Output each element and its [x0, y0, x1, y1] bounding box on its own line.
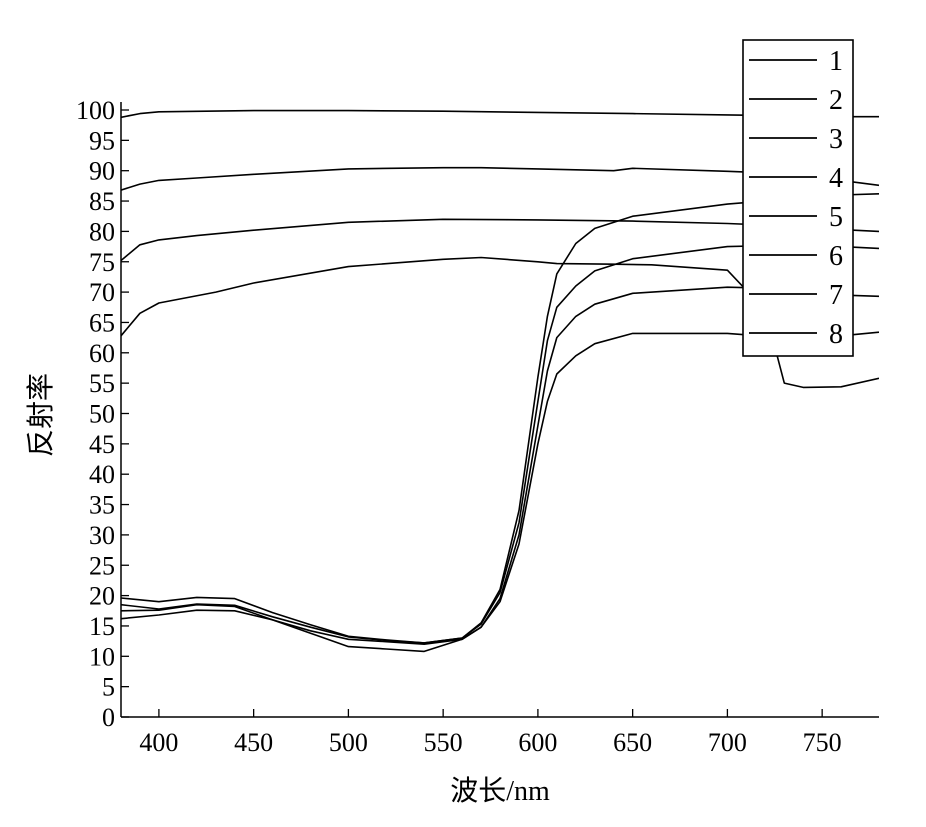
y-tick-label: 25: [89, 551, 115, 580]
x-tick-label: 450: [234, 728, 273, 757]
y-tick-label: 75: [89, 248, 115, 277]
y-tick-label: 5: [102, 673, 115, 702]
y-tick-label: 95: [89, 126, 115, 155]
y-tick-label: 40: [89, 460, 115, 489]
x-tick-label: 750: [803, 728, 842, 757]
y-tick-label: 45: [89, 430, 115, 459]
series-line-4: [121, 256, 879, 389]
series-line-5: [121, 193, 879, 644]
x-tick-label: 550: [424, 728, 463, 757]
y-tick-label: 65: [89, 308, 115, 337]
legend-label-8: 8: [829, 319, 843, 350]
y-tick-label: 80: [89, 217, 115, 246]
legend-label-6: 6: [829, 241, 843, 272]
y-tick-label: 100: [76, 96, 115, 125]
series-line-8: [121, 331, 879, 653]
y-tick-label: 90: [89, 157, 115, 186]
y-axis-title: 反射率: [25, 373, 57, 457]
y-tick-label: 20: [89, 582, 115, 611]
legend-label-4: 4: [829, 163, 843, 194]
axes-layer: [120, 102, 879, 718]
x-axis-title: 波长/nm: [450, 775, 550, 807]
x-tick-label: 400: [139, 728, 178, 757]
legend-label-1: 1: [829, 46, 843, 77]
x-tick-label: 600: [518, 728, 557, 757]
y-tick-label: 0: [102, 703, 115, 732]
legend-label-3: 3: [829, 124, 843, 155]
legend: 1 2 3 4 5 6 7 8: [742, 39, 854, 357]
legend-label-2: 2: [829, 85, 843, 116]
y-tick-label: 15: [89, 612, 115, 641]
series-layer: [121, 109, 879, 653]
y-tick-label: 55: [89, 369, 115, 398]
y-tick-label: 10: [89, 642, 115, 671]
y-tick-label: 35: [89, 491, 115, 520]
y-tick-label: 60: [89, 339, 115, 368]
series-line-6: [121, 244, 879, 644]
series-line-7: [121, 286, 879, 645]
x-tick-label: 650: [613, 728, 652, 757]
y-tick-label: 85: [89, 187, 115, 216]
y-tick-label: 30: [89, 521, 115, 550]
x-tick-label: 700: [708, 728, 747, 757]
x-tick-label: 500: [329, 728, 368, 757]
legend-box: [742, 39, 854, 357]
legend-label-5: 5: [829, 202, 843, 233]
y-tick-label: 70: [89, 278, 115, 307]
ticks-layer: 400 450 500 550 600 650 700 7500510152025303540…: [76, 96, 842, 757]
legend-label-7: 7: [829, 280, 843, 311]
y-tick-label: 50: [89, 400, 115, 429]
